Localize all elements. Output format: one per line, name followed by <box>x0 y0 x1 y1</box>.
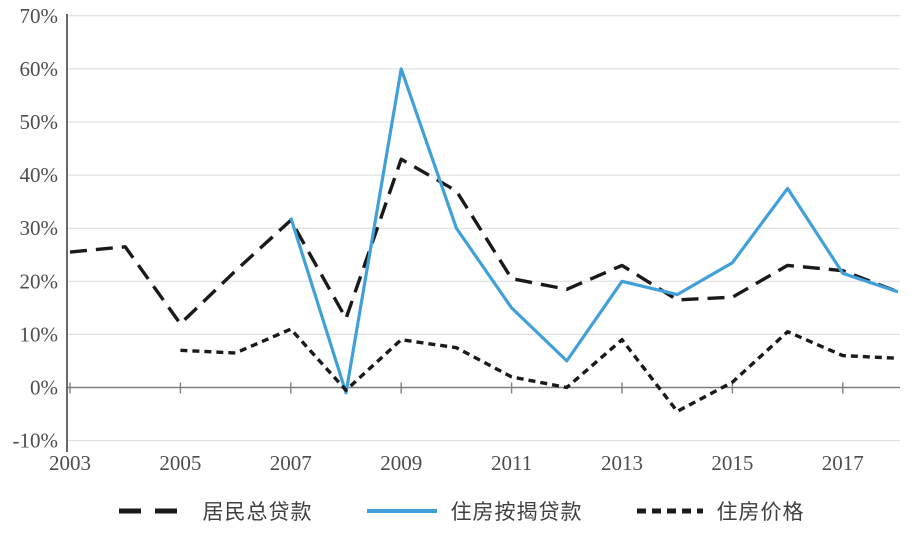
y-axis-tick-label: 0% <box>30 376 58 400</box>
x-axis-tick-label: 2009 <box>380 451 422 475</box>
y-axis-tick-label: -10% <box>13 429 59 453</box>
series-line-2 <box>180 327 899 414</box>
x-axis-tick-label: 2017 <box>822 451 864 475</box>
legend-item-housing-price: 住房价格 <box>635 496 805 526</box>
series-line-1 <box>289 67 899 395</box>
series-line-0 <box>69 157 899 326</box>
x-axis-tick-label: 2003 <box>49 451 91 475</box>
line-chart: 70% 60% 50% 40% 30% 20% 10% 0% -10%2003 2005 2007 2… <box>13 4 900 475</box>
chart-legend: 居民总贷款 住房按揭贷款 住房价格 <box>0 496 921 526</box>
legend-item-mortgage-loans: 住房按揭贷款 <box>365 496 583 526</box>
x-axis-tick-label: 2007 <box>270 451 312 475</box>
y-axis-tick-label: 70% <box>20 4 59 28</box>
solid-line-icon <box>366 509 437 513</box>
x-axis-tick-label: 2015 <box>711 451 753 475</box>
x-axis-tick-label: 2005 <box>159 451 201 475</box>
x-axis-tick-label: 2011 <box>491 451 532 475</box>
legend-label-total-loans: 居民总贷款 <box>202 501 313 524</box>
y-axis-tick-label: 30% <box>20 216 59 240</box>
legend-label-mortgage-loans: 住房按揭贷款 <box>450 501 583 524</box>
legend-item-total-loans: 居民总贷款 <box>117 496 313 526</box>
y-axis-tick-label: 10% <box>20 322 59 346</box>
y-axis-tick-label: 40% <box>20 163 59 187</box>
x-axis-tick-label: 2013 <box>601 451 643 475</box>
long-dash-line-icon <box>118 508 189 514</box>
y-axis-tick-label: 60% <box>20 57 59 81</box>
legend-label-housing-price: 住房价格 <box>716 501 805 524</box>
short-dash-line-icon <box>636 508 703 514</box>
y-axis-tick-label: 20% <box>20 269 59 293</box>
y-axis-tick-label: 50% <box>20 110 59 134</box>
